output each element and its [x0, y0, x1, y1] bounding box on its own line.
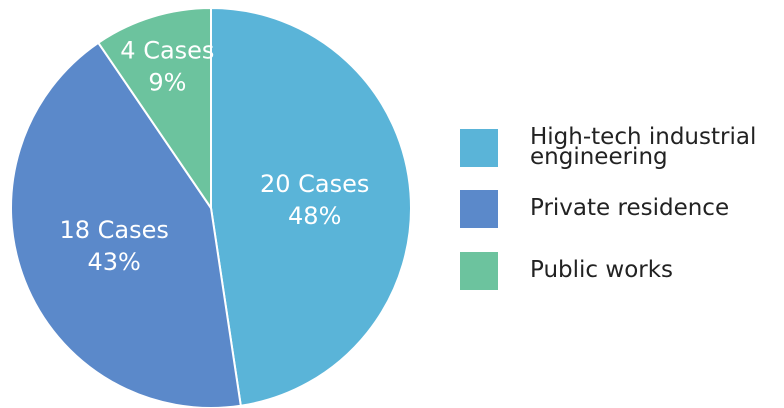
- pie-slice: [10, 41, 242, 408]
- legend-label: High-tech industrial engineering: [530, 124, 757, 170]
- legend-label: Private residence: [530, 195, 730, 222]
- slice-percent-label: 43%: [88, 248, 141, 276]
- slice-count-label: 20 Cases: [260, 170, 369, 198]
- pie-slice: [210, 6, 412, 407]
- legend-item: High-tech industrial engineering: [460, 124, 780, 170]
- legend-swatch: [460, 190, 498, 228]
- legend-swatch: [460, 128, 498, 167]
- legend-item: Private residence: [460, 190, 780, 228]
- slice-percent-label: 48%: [288, 202, 341, 230]
- slice-count-label: 4 Cases: [120, 37, 214, 65]
- pie-slice: [96, 6, 212, 212]
- slice-percent-label: 9%: [148, 69, 186, 97]
- slice-count-label: 18 Cases: [59, 216, 168, 244]
- legend-item: Public works: [460, 252, 780, 290]
- legend-swatch: [460, 252, 498, 290]
- legend-label: Public works: [530, 257, 674, 284]
